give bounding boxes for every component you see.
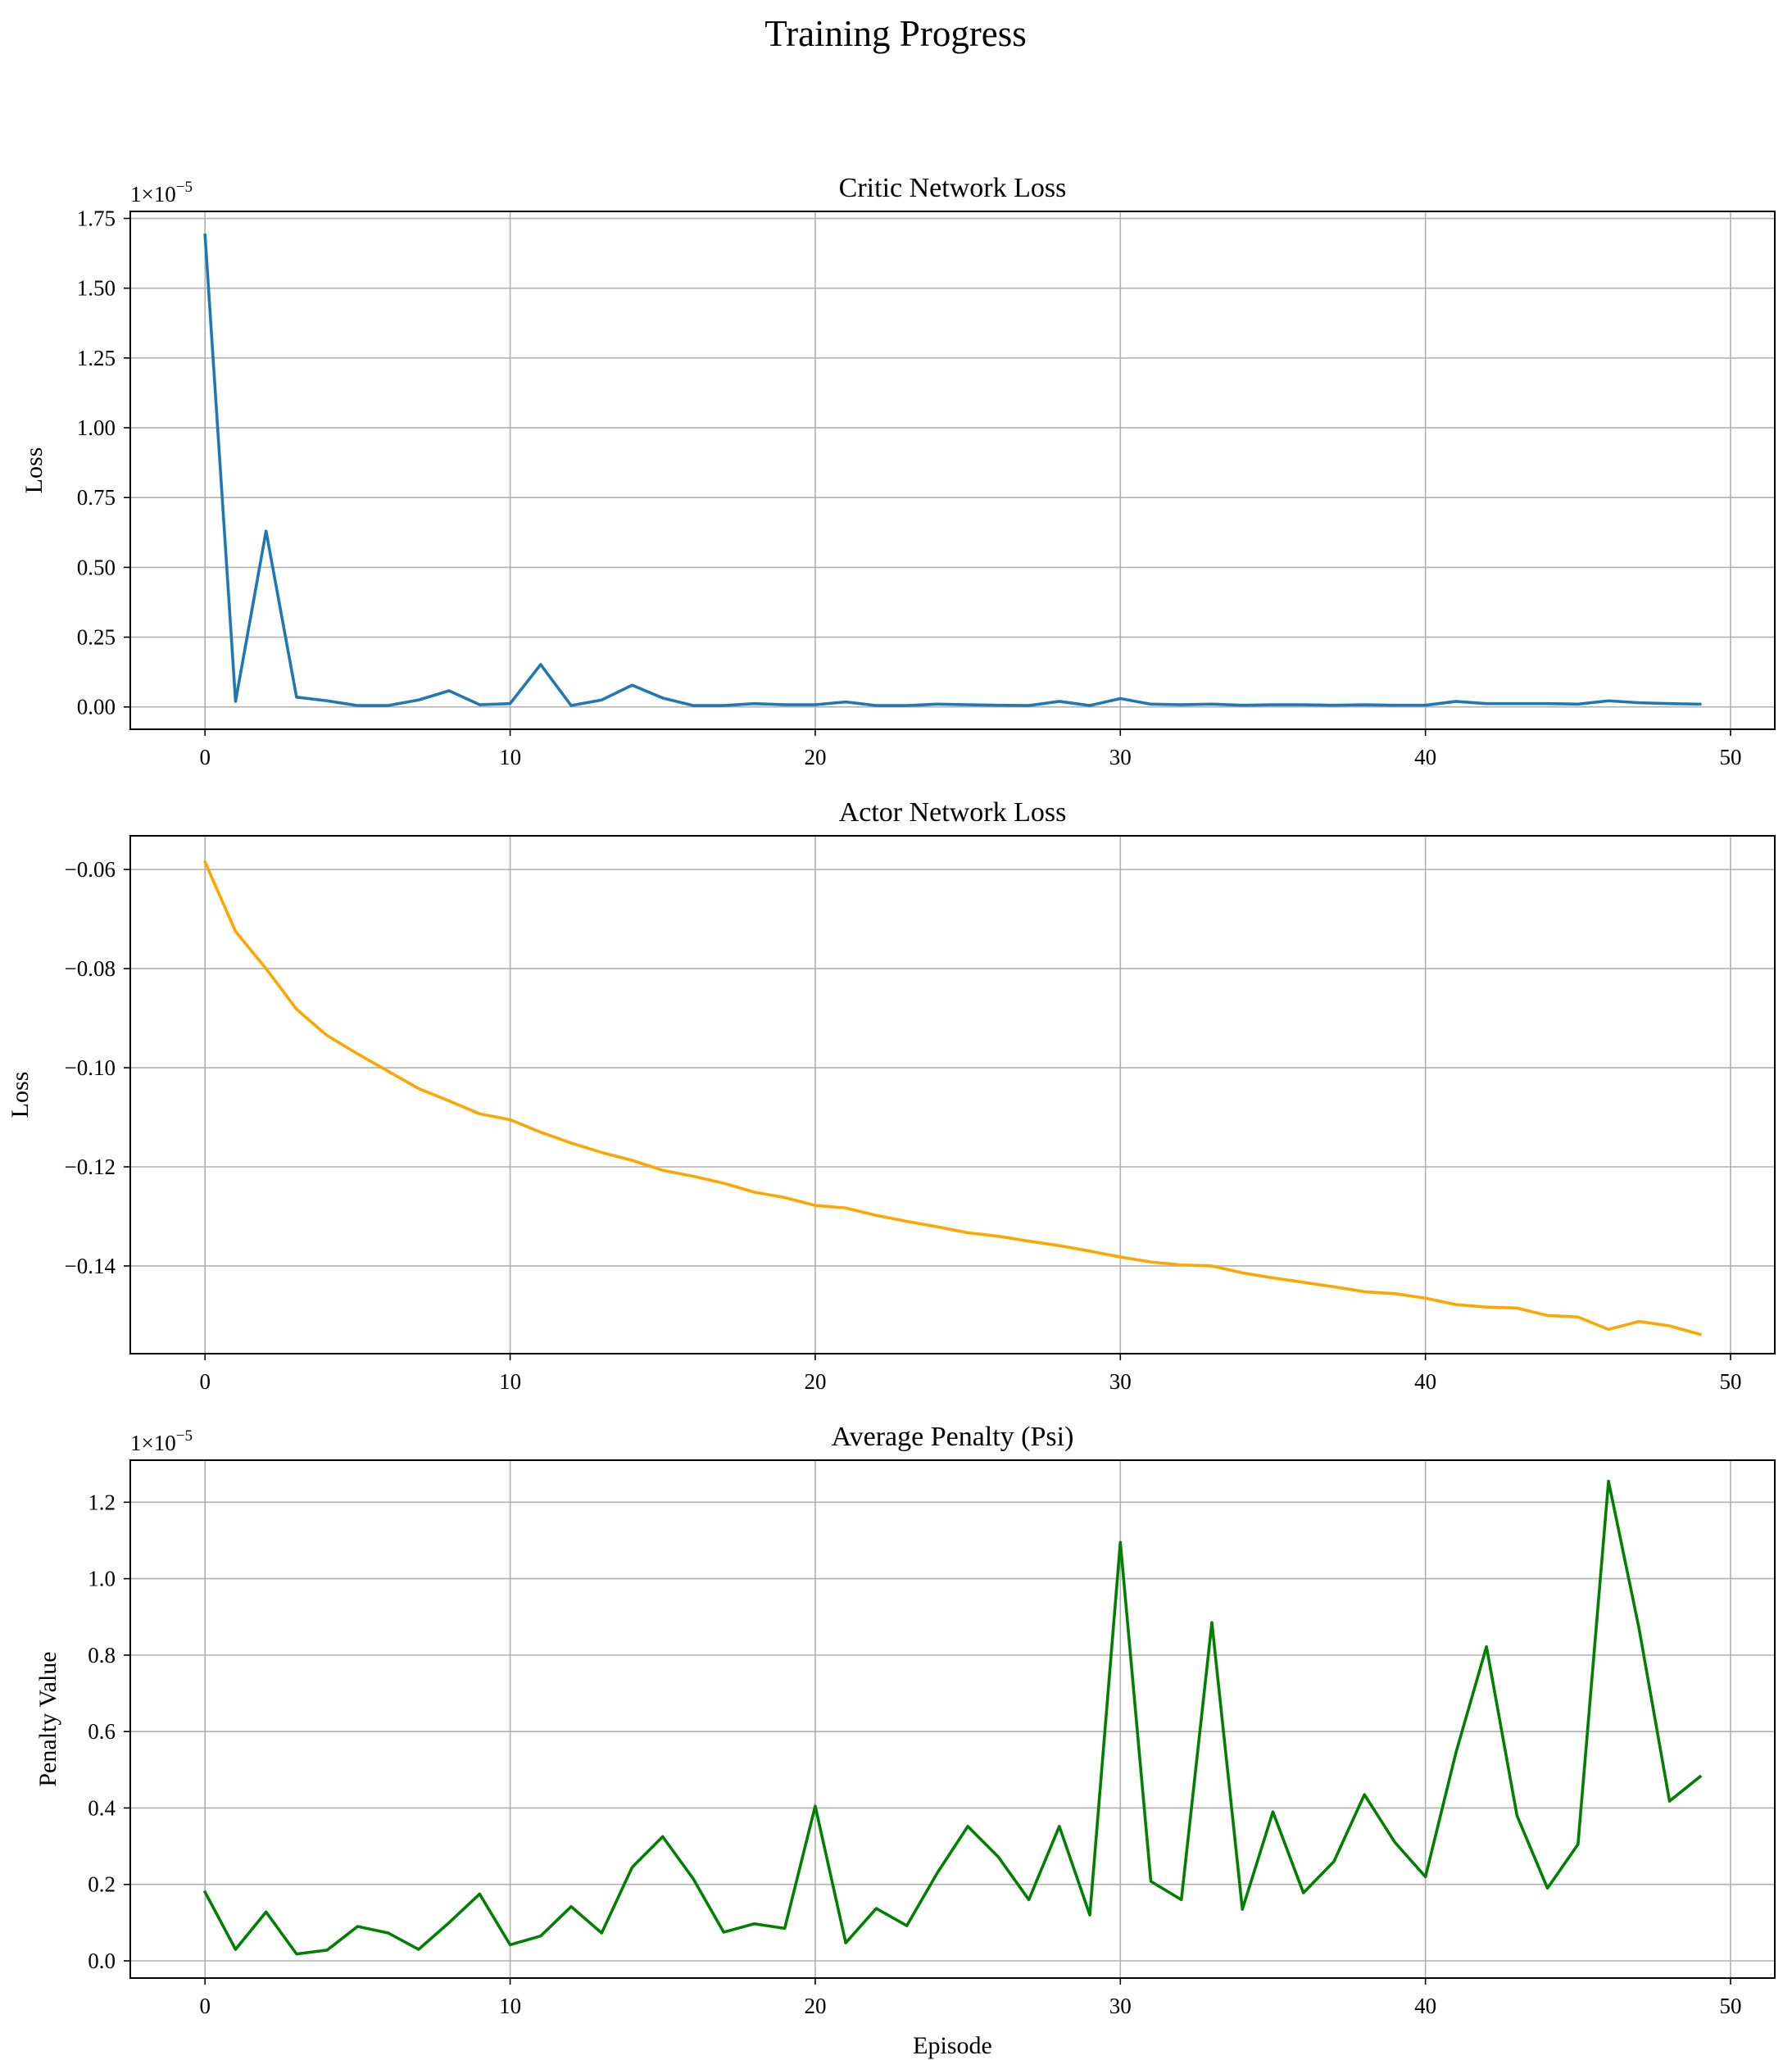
critic-loss-y-tick-label: 1.00: [77, 415, 116, 440]
critic-loss-x-tick-label: 0: [199, 745, 211, 769]
actor-loss-plot-area: [130, 836, 1775, 1354]
actor-loss-series-line: [202, 860, 1702, 1336]
penalty-x-tick-label: 20: [804, 1994, 826, 2018]
penalty-title: Average Penalty (Psi): [832, 1422, 1074, 1452]
actor-loss-x-tick-label: 40: [1414, 1369, 1436, 1394]
critic-loss-y-tick-label: 1.75: [77, 206, 116, 231]
critic-loss-x-tick-label: 50: [1720, 745, 1742, 769]
critic-loss-y-tick-label: 1.50: [77, 276, 116, 301]
actor-loss-y-tick-label: −0.10: [65, 1055, 116, 1080]
penalty-y-tick-label: 0.6: [88, 1719, 116, 1744]
penalty-y-tick-label: 0.2: [88, 1872, 116, 1897]
critic-loss-y-label: Loss: [20, 447, 48, 494]
actor-loss-y-tick-label: −0.08: [65, 956, 116, 981]
penalty-y-tick-label: 0.0: [88, 1949, 116, 1973]
penalty-x-tick-label: 40: [1414, 1994, 1436, 2018]
penalty-y-tick-label: 0.8: [88, 1643, 116, 1668]
actor-loss-panel: 0 10 20 30 40 50 −0.06 −0.08 −0.10 −0.12 −0.14 Acto…: [7, 797, 1776, 1394]
actor-loss-y-tick-label: −0.12: [65, 1155, 116, 1179]
actor-loss-y-label: Loss: [7, 1072, 34, 1118]
critic-loss-series-line: [203, 234, 1702, 707]
penalty-x-tick-label: 30: [1109, 1994, 1132, 2018]
critic-loss-title: Critic Network Loss: [839, 173, 1067, 203]
critic-loss-y-tick-label: 0.00: [77, 695, 116, 719]
penalty-plot-area: [130, 1460, 1775, 1978]
critic-loss-x-tick-label: 40: [1414, 745, 1436, 769]
critic-loss-axes-frame: [129, 211, 1776, 730]
penalty-y-label: Penalty Value: [34, 1651, 61, 1786]
critic-loss-plot-area: [130, 211, 1775, 729]
critic-loss-y-tick-label: 1.25: [77, 346, 116, 370]
critic-loss-x-tick-label: 20: [804, 745, 826, 769]
penalty-y-tick-label: 1.0: [88, 1567, 116, 1591]
penalty-y-tick-label: 0.4: [88, 1795, 116, 1820]
actor-loss-x-tick-label: 10: [499, 1369, 521, 1394]
actor-loss-x-tick-label: 0: [199, 1369, 211, 1394]
figure-title: Training Progress: [764, 13, 1027, 54]
critic-loss-x-tick-label: 30: [1109, 745, 1132, 769]
penalty-offset-multiplier: 1×10−5: [130, 1427, 193, 1455]
critic-loss-y-tick-label: 0.75: [77, 485, 116, 510]
critic-loss-y-tick-label: 0.25: [77, 625, 116, 650]
penalty-panel: 0 10 20 30 40 50 0.0 0.2 0.4 0.6 0.8 1.0 1.2 Average …: [34, 1422, 1776, 2059]
penalty-x-label: Episode: [913, 2032, 992, 2059]
actor-loss-title: Actor Network Loss: [839, 797, 1067, 828]
penalty-y-tick-label: 1.2: [88, 1490, 116, 1514]
critic-loss-panel: 0 10 20 30 40 50 0.00 0.25 0.50 0.75 1.00 1.25 1.50 1…: [20, 173, 1776, 769]
actor-loss-y-tick-label: −0.06: [65, 857, 116, 882]
actor-loss-x-tick-label: 20: [804, 1369, 826, 1394]
critic-loss-y-tick-label: 0.50: [77, 555, 116, 579]
actor-loss-x-tick-label: 30: [1109, 1369, 1132, 1394]
penalty-x-tick-label: 50: [1720, 1994, 1742, 2018]
actor-loss-y-tick-label: −0.14: [65, 1254, 116, 1278]
critic-loss-x-tick-label: 10: [499, 745, 521, 769]
critic-loss-offset-multiplier: 1×10−5: [130, 179, 193, 206]
actor-loss-x-tick-label: 50: [1720, 1369, 1742, 1394]
penalty-x-tick-label: 0: [199, 1994, 211, 2018]
penalty-series-line: [202, 1479, 1703, 1956]
penalty-x-tick-label: 10: [499, 1994, 521, 2018]
actor-loss-axes-frame: [129, 835, 1776, 1354]
penalty-axes-frame: [129, 1459, 1776, 1979]
